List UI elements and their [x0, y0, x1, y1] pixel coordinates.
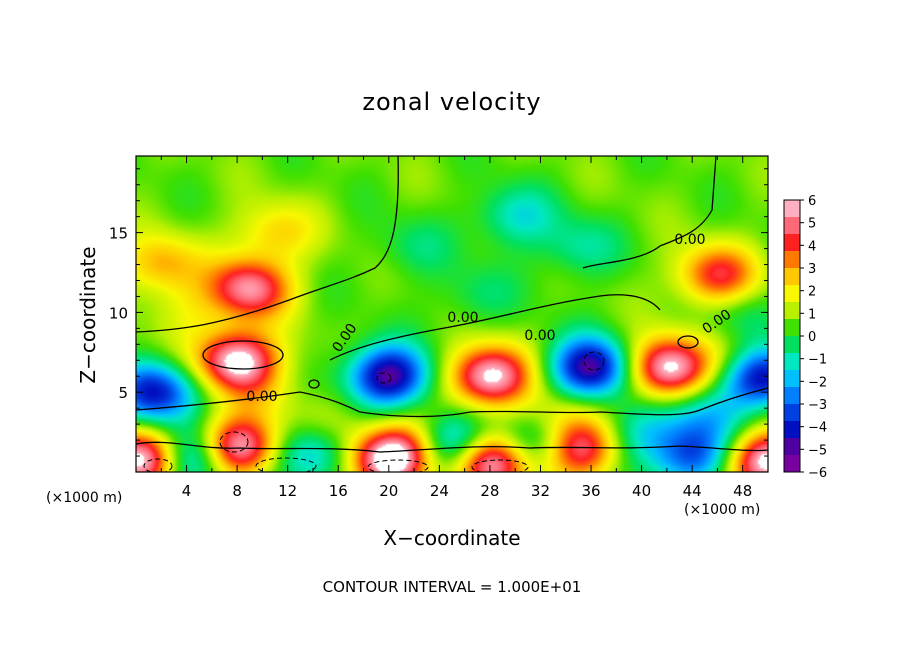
colorbar-swatch — [784, 251, 800, 269]
colorbar-tick-label: −2 — [808, 375, 827, 390]
colorbar-tick-label: −6 — [808, 466, 827, 481]
colorbar-tick-label: 1 — [808, 307, 816, 322]
zero-contour-upper — [136, 156, 399, 333]
colorbar-swatch — [784, 302, 800, 320]
vortex-contour-right — [677, 335, 699, 349]
y-tick-label: 15 — [109, 225, 128, 243]
x-unit-label-right: (×1000 m) — [684, 502, 761, 518]
contour-label: 0.00 — [524, 328, 555, 344]
x-tick-label: 32 — [531, 482, 550, 500]
colorbar-tick-label: 6 — [808, 194, 816, 209]
colorbar-swatch — [784, 387, 800, 405]
x-tick-label: 8 — [232, 482, 242, 500]
colorbar-swatch — [784, 370, 800, 388]
x-unit-label-left: (×1000 m) — [46, 490, 123, 506]
colorbar-tick-label: −3 — [808, 398, 827, 413]
neg-contour-5 — [255, 457, 317, 472]
zero-contour-middle — [329, 294, 661, 361]
colorbar-swatch — [784, 353, 800, 371]
y-axis: 5 10 15 — [109, 168, 768, 457]
heatmap-field — [136, 156, 768, 472]
y-tick-label: 10 — [109, 304, 128, 322]
zero-contour-bottom — [136, 441, 768, 453]
neg-contour-6 — [367, 459, 429, 472]
x-tick-label: 4 — [182, 482, 192, 500]
neg-contour-1 — [219, 431, 249, 453]
contour-label: 0.00 — [246, 389, 277, 405]
x-tick-label: 24 — [430, 482, 449, 500]
colorbar-tick-label: −4 — [808, 421, 827, 436]
colorbar-tick-label: 4 — [808, 239, 816, 254]
contour-lines — [136, 156, 768, 453]
jet-core-contour — [202, 340, 284, 370]
plot-frame — [135, 155, 769, 473]
colorbar-swatch — [784, 217, 800, 235]
neg-contour-3 — [583, 351, 605, 371]
colorbar-swatch — [784, 285, 800, 303]
colorbar-swatch — [784, 438, 800, 456]
contour-interval-note: CONTOUR INTERVAL = 1.000E+01 — [322, 578, 582, 596]
colorbar-swatch — [784, 421, 800, 439]
colorbar-swatch — [784, 455, 800, 473]
x-tick-label: 44 — [683, 482, 702, 500]
x-tick-label: 40 — [632, 482, 651, 500]
heatmap-image — [136, 156, 768, 472]
colorbar: 6 5 4 3 2 1 0 −1 −2 −3 −4 −5 −6 — [783, 194, 827, 481]
colorbar-tick-label: −1 — [808, 353, 827, 368]
neg-contour-4 — [143, 458, 173, 472]
x-tick-label: 16 — [329, 482, 348, 500]
neg-contour-7 — [471, 459, 529, 472]
x-tick-label: 28 — [480, 482, 499, 500]
x-tick-label: 20 — [379, 482, 398, 500]
colorbar-tick-label: 3 — [808, 262, 816, 277]
vortex-contour-small — [308, 379, 320, 389]
y-tick-label: 5 — [118, 384, 128, 402]
zero-contour-shelf — [582, 156, 717, 269]
chart-title: zonal velocity — [362, 88, 542, 116]
colorbar-tick-label: −5 — [808, 443, 827, 458]
colorbar-swatch — [784, 404, 800, 422]
colorbar-tick-label: 5 — [808, 217, 816, 232]
neg-contour-2 — [376, 372, 392, 384]
colorbar-swatch — [784, 268, 800, 286]
x-tick-label: 12 — [278, 482, 297, 500]
colorbar-tick-label: 0 — [808, 330, 816, 345]
contour-label: 0.00 — [447, 310, 478, 326]
x-tick-label: 36 — [581, 482, 600, 500]
colorbar-swatch — [784, 336, 800, 354]
y-axis-label: Z−coordinate — [76, 246, 100, 384]
x-tick-label: 48 — [733, 482, 752, 500]
colorbar-swatch — [784, 200, 800, 218]
colorbar-swatch — [784, 234, 800, 252]
colorbar-tick-label: 2 — [808, 285, 816, 300]
contour-label: 0.00 — [674, 232, 705, 248]
x-axis-label: X−coordinate — [383, 526, 521, 550]
negative-contours — [143, 351, 605, 472]
zero-contour-lower — [136, 387, 768, 418]
x-axis: 4 8 12 16 20 24 28 32 36 40 44 48 — [160, 156, 752, 500]
colorbar-swatch — [784, 319, 800, 337]
